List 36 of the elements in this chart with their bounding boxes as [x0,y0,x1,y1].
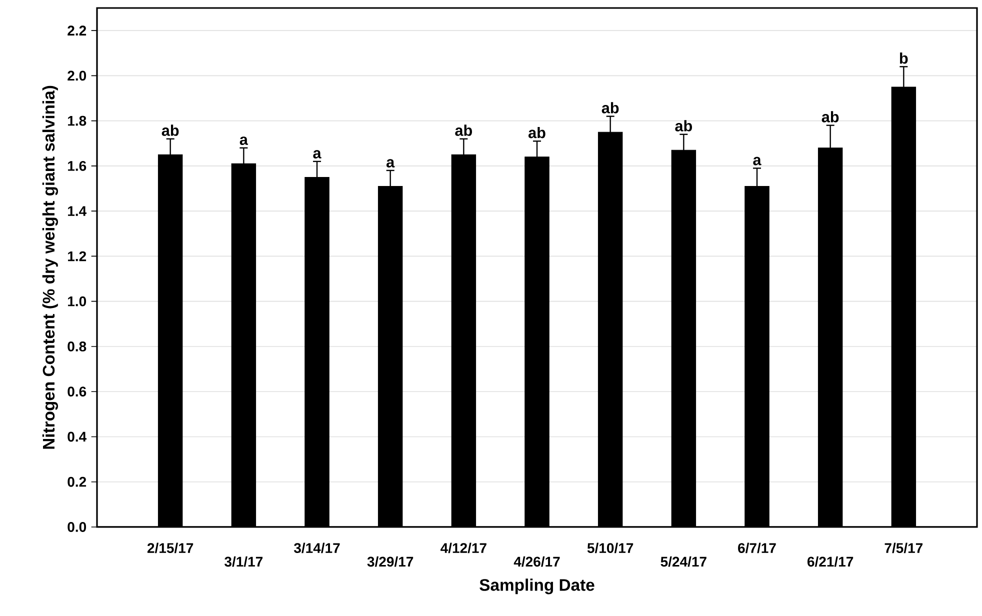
x-tick-label: 7/5/17 [884,542,923,554]
x-tick-label: 3/1/17 [224,556,263,567]
y-tick-label: 0.2 [68,476,86,487]
x-tick-label: 5/24/17 [660,556,706,567]
y-tick-label: 1.0 [68,296,86,306]
x-tick-label: 6/21/17 [807,556,854,567]
x-tick-label: 4/12/17 [440,542,486,554]
x-tick-label: 3/14/17 [294,542,340,554]
x-tick-label: 4/26/17 [514,556,560,567]
y-tick-label: 1.2 [68,251,86,262]
y-tick-label: 0.6 [68,386,86,397]
annotation: a [753,156,762,166]
annotation: ab [822,111,839,122]
y-tick-label: 0.4 [68,432,87,442]
annotation: b [900,52,908,64]
annotation: ab [455,124,472,136]
y-axis-title: Nitrogen Content (% dry weight giant salvinia) [42,86,58,449]
y-tick-label: 0.0 [68,522,86,532]
y-tick-label: 2.2 [68,26,86,36]
x-tick-label: 3/29/17 [367,556,414,567]
y-tick-label: 2.0 [68,70,86,81]
x-axis-title: Sampling Date [480,578,594,594]
annotation: a [313,150,322,158]
y-tick-label: 1.6 [68,161,86,171]
annotation: ab [528,126,546,138]
x-tick-label: 2/15/17 [147,542,194,554]
x-tick-label: 6/7/17 [738,542,776,554]
annotation: ab [602,102,619,114]
x-tick-label: 5/10/17 [587,542,634,554]
annotation: a [386,159,395,168]
annotation: a [240,136,248,145]
y-tick-label: 1.8 [68,116,86,126]
y-tick-label: 1.4 [68,206,87,216]
annotation: ab [162,124,179,136]
annotation: ab [675,120,692,132]
y-tick-label: 0.8 [68,342,86,352]
